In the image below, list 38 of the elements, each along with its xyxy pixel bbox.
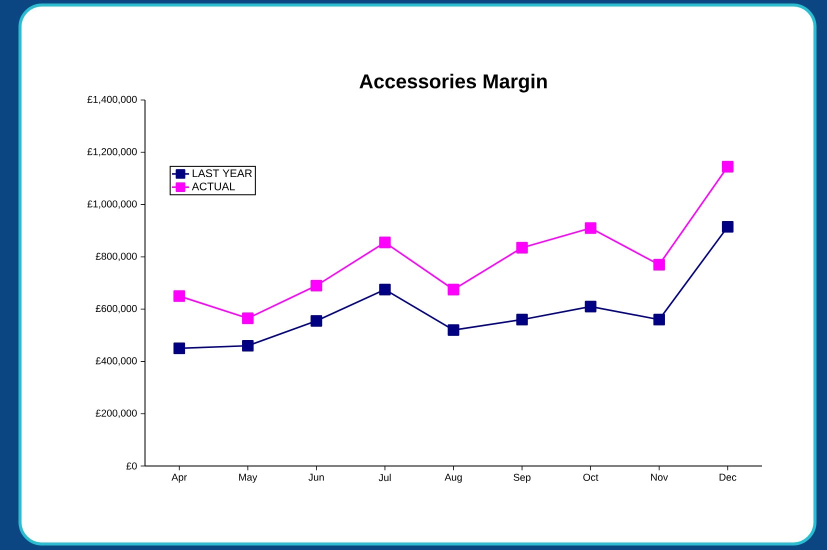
x-tick-label: Oct — [583, 474, 598, 481]
point — [448, 284, 460, 296]
point — [310, 280, 322, 292]
point — [584, 300, 596, 312]
point — [516, 242, 528, 254]
point — [448, 324, 460, 336]
point — [173, 342, 186, 354]
point — [516, 314, 528, 326]
y-tick-label: £600,000 — [96, 305, 137, 314]
x-tick-label: Sep — [514, 474, 531, 483]
y-tick-label: £1,000,000 — [87, 200, 137, 209]
x-tick-label: Jun — [308, 474, 324, 481]
legend-label: LAST YEAR — [192, 169, 252, 178]
point — [379, 236, 391, 248]
chart-title: Accessories Margin — [360, 74, 547, 92]
point — [173, 290, 186, 302]
y-tick-label: £0 — [126, 462, 137, 470]
x-tick-label: Apr — [172, 474, 187, 483]
point — [653, 314, 665, 326]
legend-label: ACTUAL — [192, 182, 235, 190]
x-tick-label: May — [239, 474, 258, 483]
point — [379, 284, 391, 296]
point — [722, 160, 734, 172]
y-tick-label: £800,000 — [96, 252, 137, 261]
y-tick-label: £1,200,000 — [87, 148, 137, 156]
y-tick-label: £400,000 — [96, 357, 137, 366]
point — [584, 222, 596, 234]
point — [310, 315, 322, 327]
point — [242, 340, 254, 352]
point — [722, 220, 734, 233]
x-tick-label: Dec — [720, 474, 736, 481]
point — [242, 312, 254, 324]
x-tick-label: Nov — [651, 474, 668, 481]
y-tick-label: £200,000 — [96, 410, 137, 418]
point — [653, 258, 665, 270]
x-tick-label: Aug — [444, 474, 462, 483]
y-tick-label: £1,400,000 — [87, 96, 137, 104]
x-tick-label: Jul — [378, 474, 391, 482]
